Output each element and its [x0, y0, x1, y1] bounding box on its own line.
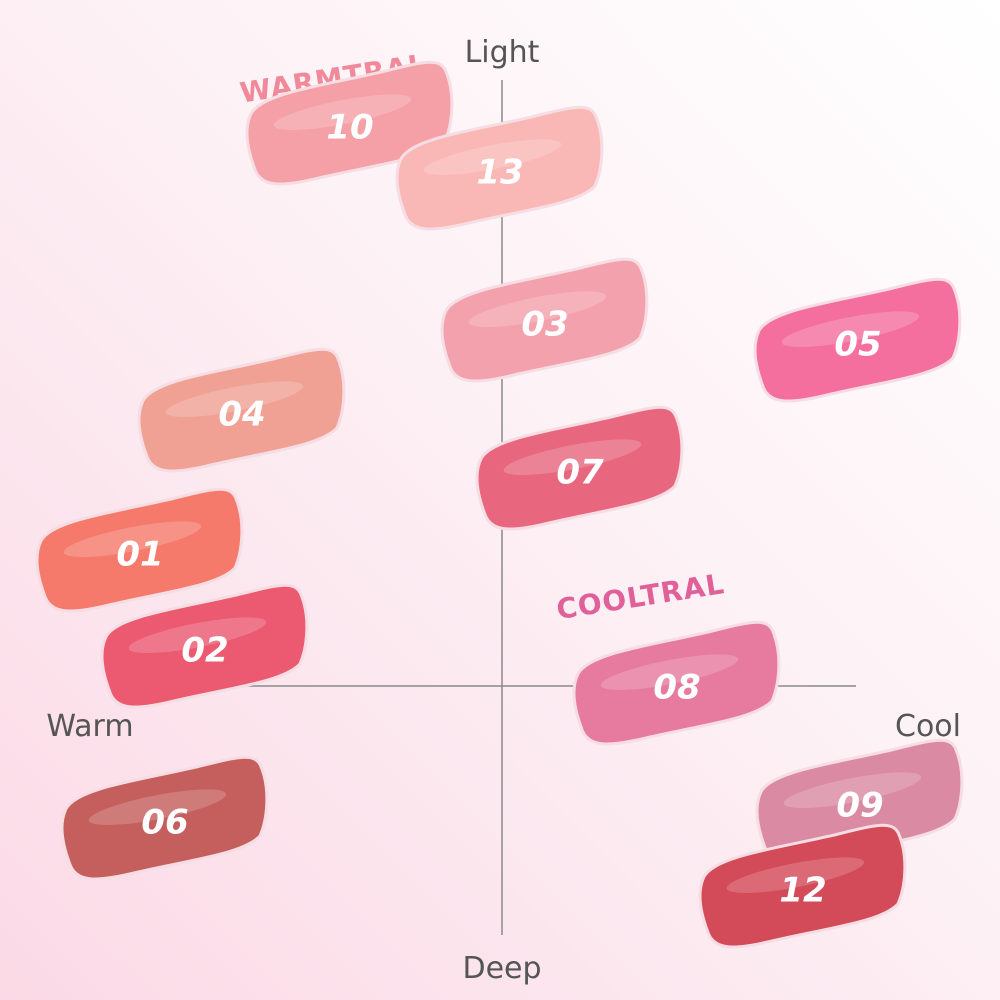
swatch-highlight	[783, 772, 922, 809]
swatch-shape	[395, 105, 604, 231]
swatch-label: 02	[181, 631, 228, 671]
swatch: 10	[245, 60, 454, 186]
swatch: 01	[35, 487, 244, 613]
swatch-label: 07	[556, 453, 604, 493]
swatch-highlight	[781, 311, 920, 348]
swatch-shape	[475, 405, 684, 531]
swatch-label: 08	[653, 668, 700, 708]
axis-right: Cool	[895, 709, 961, 744]
swatch-label: 04	[218, 395, 265, 435]
swatch: 03	[440, 257, 649, 383]
swatch-highlight	[63, 521, 202, 558]
swatch: 08	[572, 620, 781, 746]
swatch-highlight	[128, 617, 267, 654]
swatch-highlight	[468, 291, 607, 328]
swatch-shape	[35, 487, 244, 613]
swatch-label: 01	[116, 535, 163, 575]
swatch-highlight	[88, 789, 227, 826]
swatch: 13	[395, 105, 604, 231]
swatch-label: 06	[141, 803, 188, 843]
swatch-shape	[137, 347, 346, 473]
swatches: 10 13 03 05 04 07 01 02 08 06 09 12	[35, 60, 964, 949]
axis-left: Warm	[46, 709, 133, 744]
swatch-label: 05	[834, 325, 881, 365]
swatch-label: 03	[521, 305, 568, 345]
swatch-highlight	[273, 94, 412, 131]
swatch: 06	[60, 755, 269, 881]
swatch-label: 12	[779, 871, 826, 911]
swatch-label: 10	[326, 108, 373, 148]
axis-top: Light	[465, 35, 540, 70]
swatch-shape	[440, 257, 649, 383]
swatch-highlight	[503, 439, 642, 476]
swatch-highlight	[423, 139, 562, 176]
swatch-highlight	[165, 381, 304, 418]
axis-bottom: Deep	[462, 951, 541, 986]
swatch-shape	[60, 755, 269, 881]
swatch: 07	[475, 405, 684, 531]
swatch-label: 09	[836, 786, 883, 826]
swatch: 05	[753, 277, 962, 403]
swatch-shape	[753, 277, 962, 403]
swatch-shape	[698, 823, 907, 949]
swatch-highlight	[600, 654, 739, 691]
swatch: 09	[755, 738, 964, 864]
swatch: 04	[137, 347, 346, 473]
swatch: 12	[698, 823, 907, 949]
swatch-shape	[572, 620, 781, 746]
swatch-label: 13	[476, 153, 523, 193]
swatch: 02	[100, 583, 309, 709]
swatch-shape	[100, 583, 309, 709]
swatch-highlight	[726, 857, 865, 894]
